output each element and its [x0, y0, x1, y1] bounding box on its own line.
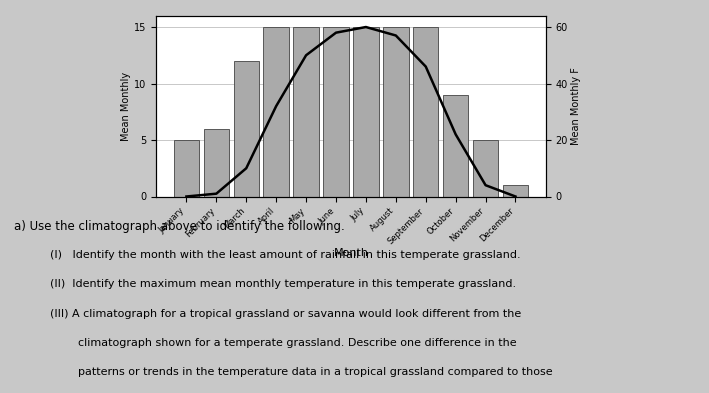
Text: climatograph shown for a temperate grassland. Describe one difference in the: climatograph shown for a temperate grass… [50, 338, 516, 348]
Bar [203, 129, 229, 196]
Bar [353, 27, 379, 196]
Text: (II)  Identify the maximum mean monthly temperature in this temperate grassland.: (II) Identify the maximum mean monthly t… [50, 279, 515, 289]
Text: (III) A climatograph for a tropical grassland or savanna would look different fr: (III) A climatograph for a tropical gras… [50, 309, 521, 318]
Bar [443, 95, 469, 196]
Bar [383, 27, 408, 196]
Bar [503, 185, 528, 196]
Bar [323, 27, 349, 196]
Bar [174, 140, 199, 196]
Y-axis label: Mean Monthly F: Mean Monthly F [571, 67, 581, 145]
Text: a) Use the climatograph above to identify the following.: a) Use the climatograph above to identif… [14, 220, 345, 233]
Text: patterns or trends in the temperature data in a tropical grassland compared to t: patterns or trends in the temperature da… [50, 367, 552, 377]
Bar [264, 27, 289, 196]
Y-axis label: Mean Monthly: Mean Monthly [121, 72, 131, 141]
Text: (I)   Identify the month with the least amount of rainfall in this temperate gra: (I) Identify the month with the least am… [50, 250, 520, 259]
Bar [473, 140, 498, 196]
Bar [294, 27, 319, 196]
Bar [413, 27, 438, 196]
X-axis label: Month: Month [333, 248, 369, 258]
Bar [233, 61, 259, 196]
